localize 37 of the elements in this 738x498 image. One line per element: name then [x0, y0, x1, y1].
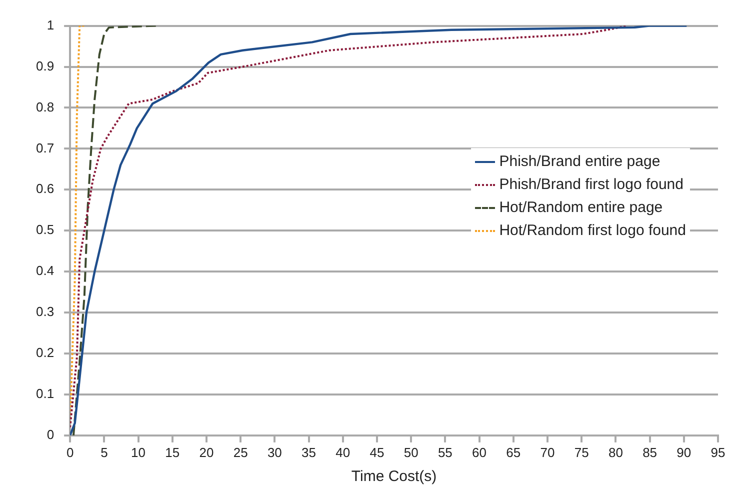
x-tick-label: 90 [676, 444, 692, 460]
x-tick-label: 70 [540, 444, 555, 460]
y-tick-label: 0.7 [36, 140, 54, 156]
x-tick-label: 80 [608, 444, 623, 460]
y-tick-label: 0 [46, 426, 54, 442]
x-tick-label: 0 [66, 444, 74, 460]
y-tick-label: 0.9 [36, 58, 54, 74]
x-tick-label: 30 [267, 444, 282, 460]
x-tick-label: 35 [302, 444, 316, 460]
x-axis-title: Time Cost(s) [351, 468, 437, 486]
y-tick-label: 0.5 [36, 222, 54, 238]
legend-label: Hot/Random entire page [499, 198, 663, 218]
x-tick-label: 25 [233, 444, 248, 460]
x-tick-label: 20 [199, 444, 214, 460]
line-series [72, 26, 158, 436]
legend-label: Hot/Random first logo found [499, 221, 686, 241]
x-tick-label: 60 [472, 444, 487, 460]
x-tick-label: 40 [336, 444, 350, 460]
x-tick-label: 50 [404, 444, 418, 460]
legend-label: Phish/Brand entire page [499, 152, 660, 172]
legend-label: Phish/Brand first logo found [499, 175, 684, 195]
x-tick-label: 65 [506, 444, 521, 460]
y-tick-label: 0.3 [36, 304, 54, 320]
x-tick-label: 75 [574, 444, 589, 460]
x-tick-label: 10 [131, 444, 146, 460]
x-tick-label: 45 [370, 444, 384, 460]
x-tick-label: 85 [642, 444, 658, 460]
y-tick-label: 0.1 [36, 386, 54, 402]
y-tick-label: 1 [46, 17, 54, 32]
y-tick-label: 0.6 [36, 181, 54, 196]
x-tick-label: 5 [100, 444, 108, 460]
y-tick-label: 0.2 [36, 345, 54, 360]
x-tick-label: 15 [165, 444, 180, 460]
x-tick-label: 55 [438, 444, 452, 460]
y-tick-label: 0.4 [36, 263, 54, 278]
y-tick-label: 0.8 [36, 99, 54, 114]
x-tick-label: 95 [710, 444, 726, 460]
